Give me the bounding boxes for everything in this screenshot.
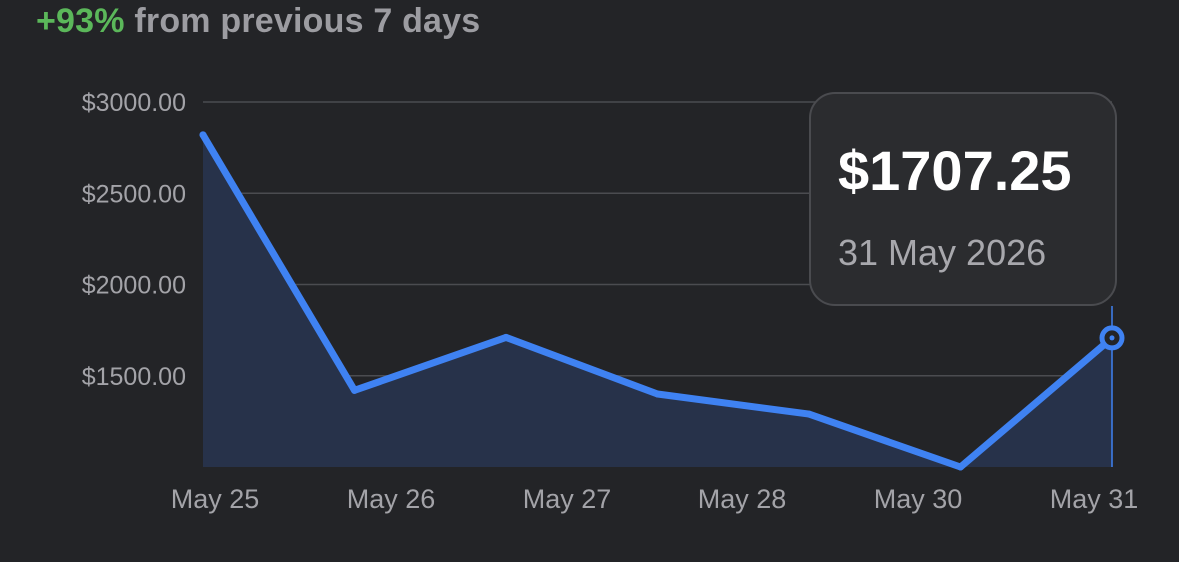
x-axis-ticks: May 25 May 26 May 27 May 28 May 30 May 31 — [171, 484, 1139, 514]
area-fill-layer — [203, 134, 1112, 467]
y-tick-label-0: $3000.00 — [82, 89, 186, 117]
y-tick-label-2: $2000.00 — [82, 272, 186, 300]
data-point-1[interactable] — [351, 386, 358, 394]
change-description: from previous 7 days — [134, 2, 481, 40]
x-tick-label-4: May 30 — [874, 484, 963, 514]
change-summary: +93% from previous 7 days — [36, 2, 480, 41]
highlight-marker-center — [1109, 335, 1115, 341]
x-tick-label-1: May 26 — [347, 484, 436, 514]
data-point-0[interactable] — [199, 131, 207, 139]
tooltip-date: 31 May 2026 — [838, 232, 1047, 273]
highlight-layer — [1099, 306, 1125, 467]
x-tick-label-0: May 25 — [171, 484, 260, 514]
data-point-4[interactable] — [805, 410, 813, 418]
y-tick-label-3: $1500.00 — [82, 363, 186, 391]
tooltip-value: $1707.25 — [838, 139, 1072, 202]
x-tick-label-2: May 27 — [523, 484, 612, 514]
y-axis-ticks: $3000.00 $2500.00 $2000.00 $1500.00 — [82, 89, 186, 391]
value-tooltip: $1707.25 31 May 2026 — [809, 92, 1117, 306]
x-tick-label-5: May 31 — [1050, 484, 1139, 514]
change-percent: +93% — [36, 2, 125, 40]
x-tick-label-3: May 28 — [698, 484, 787, 514]
y-tick-label-1: $2500.00 — [82, 180, 186, 208]
area-fill — [203, 134, 1112, 467]
data-point-5[interactable] — [957, 463, 964, 471]
data-point-2[interactable] — [502, 333, 510, 341]
data-point-3[interactable] — [654, 390, 661, 398]
